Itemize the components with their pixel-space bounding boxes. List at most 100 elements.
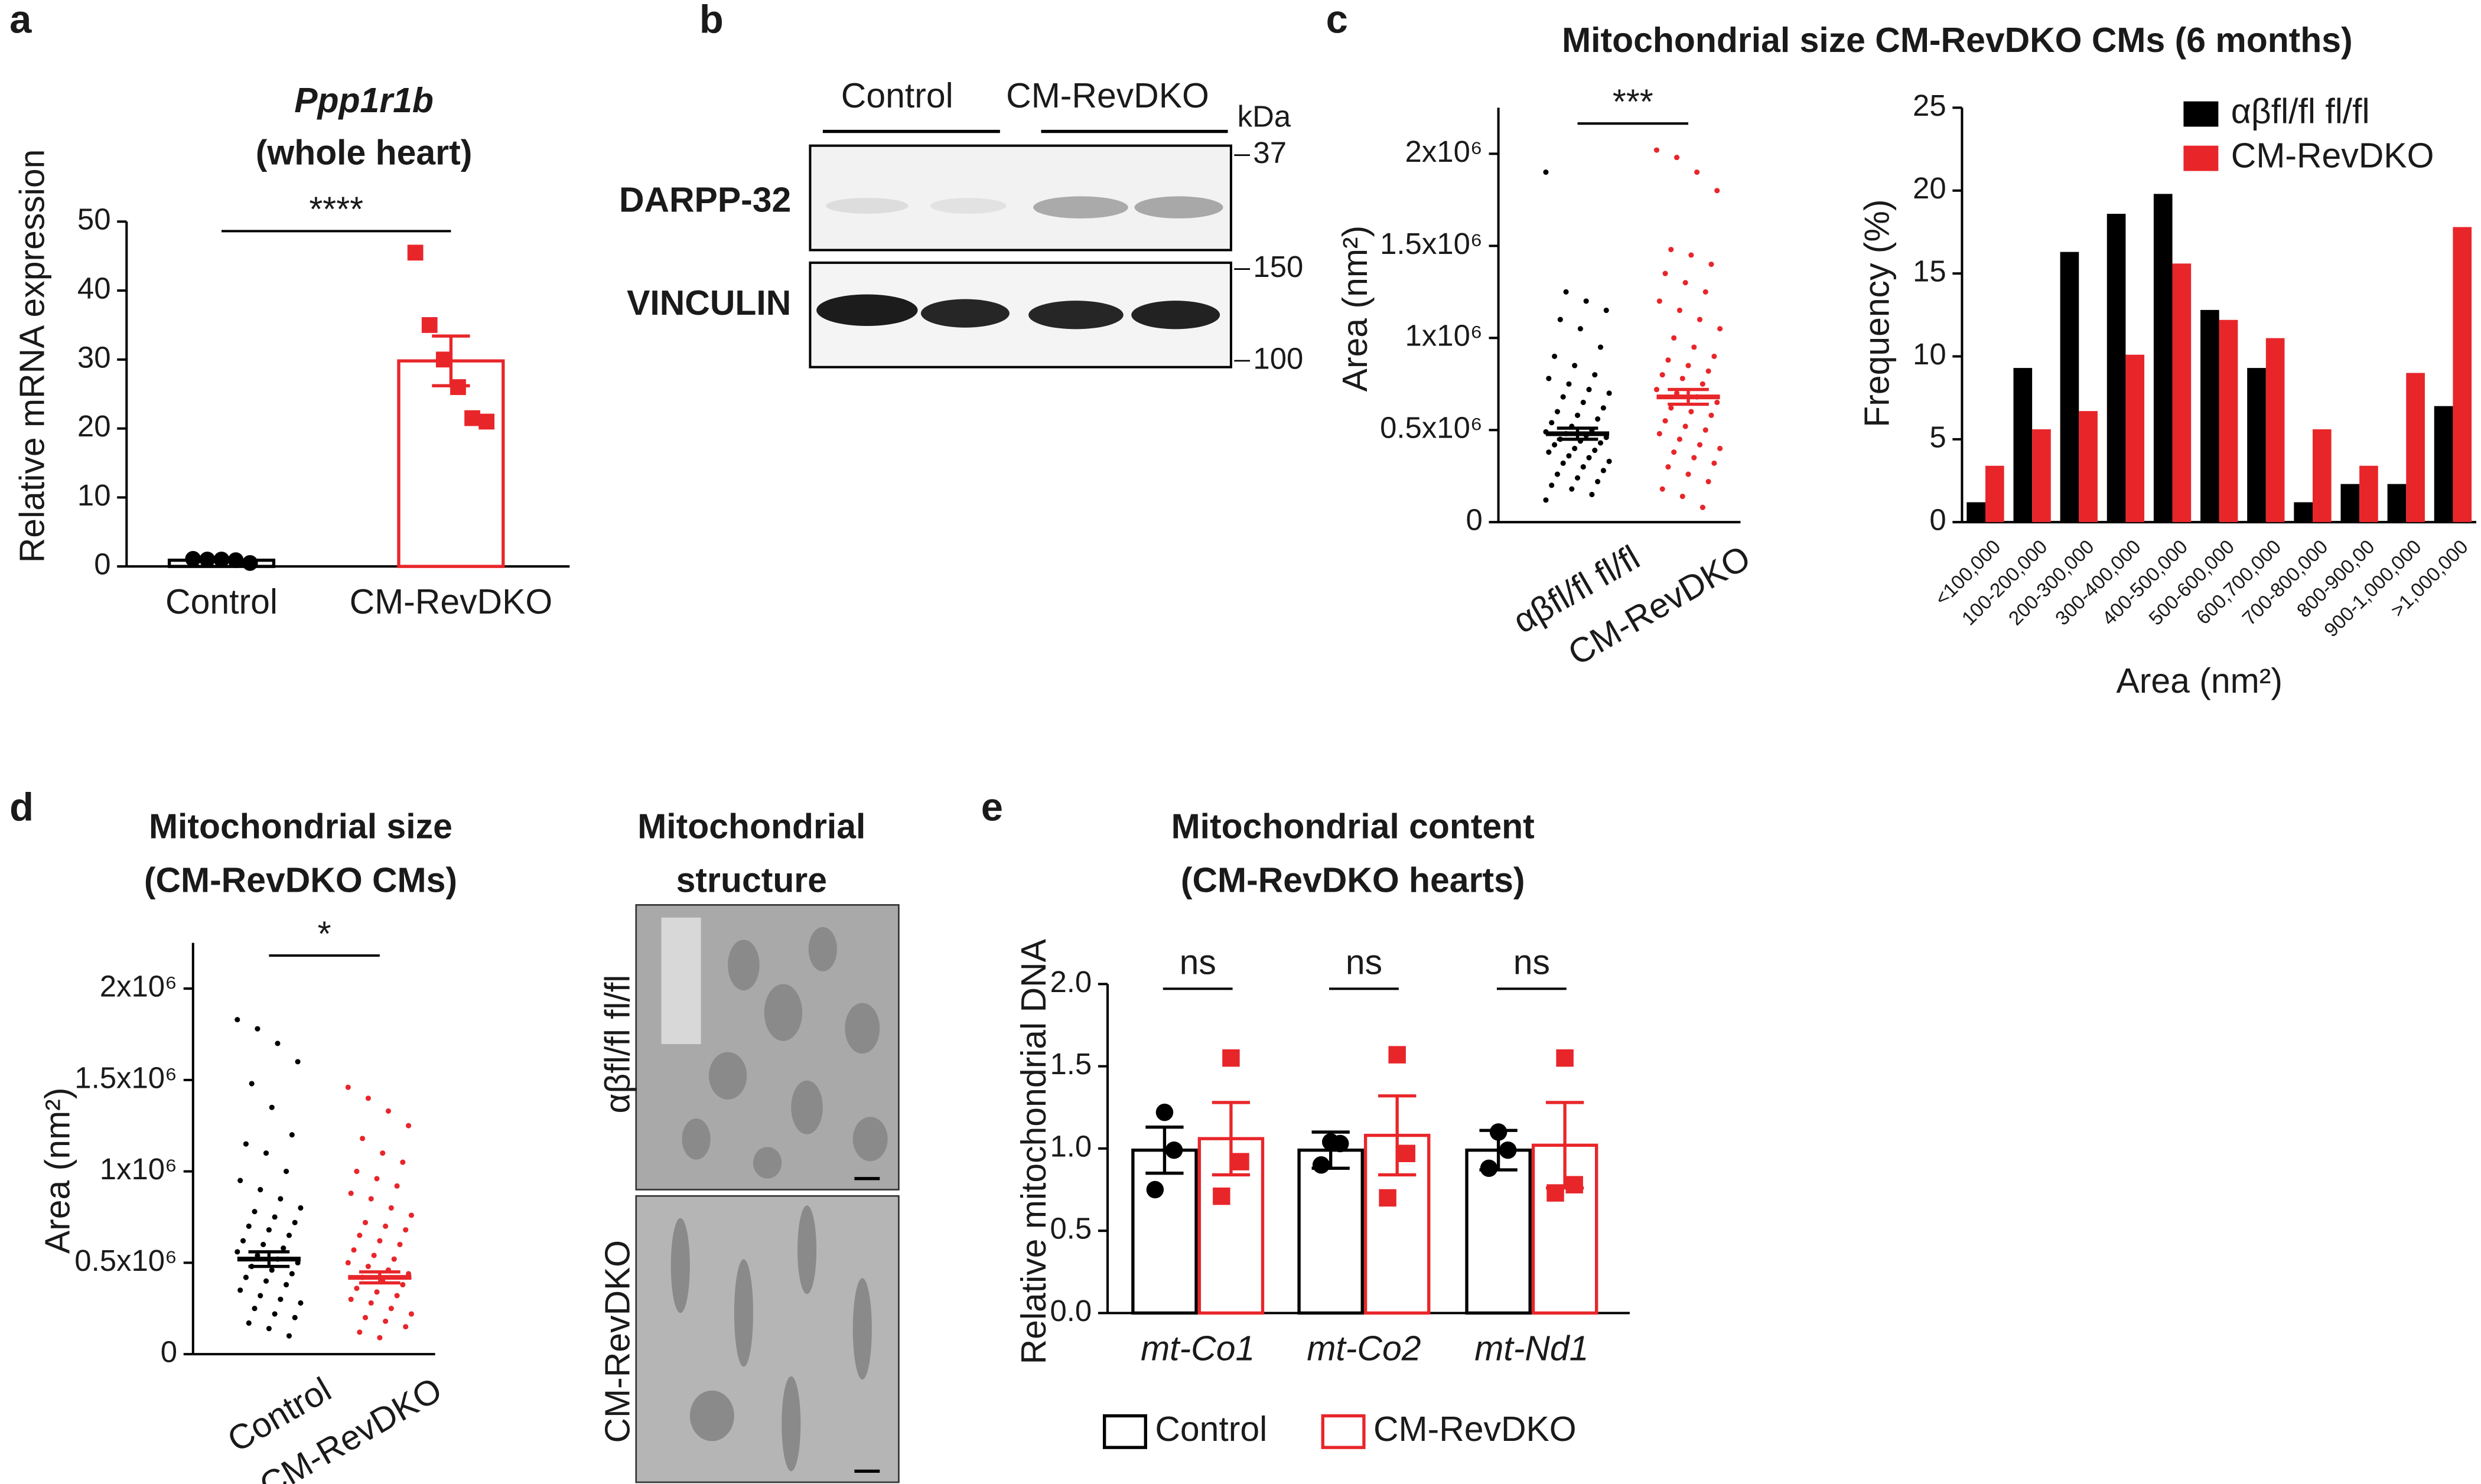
data-point [242, 555, 258, 571]
data-point [1379, 1189, 1396, 1207]
data-point [1543, 497, 1549, 503]
data-point [266, 1227, 272, 1233]
data-point [394, 1183, 400, 1189]
data-point [275, 1041, 281, 1046]
data-point [266, 1326, 272, 1332]
bar [2219, 319, 2238, 523]
bar [2453, 227, 2472, 523]
data-point [261, 1241, 266, 1247]
data-point [1398, 1144, 1415, 1162]
data-point [1572, 363, 1578, 368]
data-point [377, 1335, 383, 1341]
data-point [286, 1232, 292, 1238]
data-point [252, 1209, 258, 1215]
y-tick-label: 1.5x10⁶ [74, 1061, 177, 1094]
data-point [237, 1287, 243, 1293]
data-point [383, 1223, 389, 1229]
bar [1465, 1148, 1532, 1315]
data-point [357, 1232, 363, 1238]
y-tick-label: 10 [77, 478, 111, 512]
data-point [263, 1150, 269, 1156]
data-point [1600, 405, 1606, 411]
protein-label: VINCULIN [627, 284, 791, 322]
micrograph-title: structure [676, 861, 827, 899]
data-point [1711, 460, 1717, 466]
data-point [1668, 247, 1674, 253]
bar [2079, 411, 2098, 523]
annotation: ns [1180, 944, 1216, 982]
data-point [388, 1306, 394, 1312]
protein-label: DARPP-32 [619, 181, 791, 220]
data-point [345, 1260, 351, 1266]
micrograph-title: Mitochondrial [637, 807, 865, 846]
error-bar [1212, 1101, 1251, 1177]
data-point [365, 1263, 371, 1270]
y-tick-label: 30 [77, 340, 111, 374]
data-point [263, 1278, 269, 1284]
data-point [1595, 416, 1601, 422]
panel-letter: d [9, 785, 34, 829]
data-point [258, 1186, 263, 1193]
data-point [1566, 453, 1572, 459]
data-point [289, 1132, 295, 1138]
y-axis-label: Area (nm²) [1336, 226, 1375, 392]
data-point [1554, 471, 1560, 477]
annotation: ns [1513, 944, 1550, 982]
marker-label: 37 [1253, 136, 1287, 169]
data-point [1592, 447, 1598, 454]
data-point [235, 1017, 240, 1023]
x-tick-label: mt-Co1 [1141, 1329, 1255, 1368]
data-point [1714, 188, 1720, 194]
data-point [408, 1212, 414, 1218]
bar [2340, 484, 2360, 523]
data-point [278, 1296, 284, 1302]
data-point [1699, 381, 1705, 387]
band [1134, 196, 1223, 218]
data-point [1574, 412, 1581, 418]
data-point [1583, 298, 1589, 304]
chart-title: Mitochondrial size [149, 807, 452, 846]
y-tick-label: 40 [77, 271, 111, 305]
data-point [1711, 353, 1717, 360]
data-point [1560, 394, 1566, 400]
data-point [185, 550, 201, 567]
data-point [1656, 298, 1662, 304]
data-point [1586, 455, 1592, 461]
data-point [354, 1286, 360, 1291]
data-point [348, 1296, 354, 1302]
band [826, 198, 909, 214]
data-point [345, 1084, 351, 1090]
data-point [1589, 491, 1595, 497]
data-point [1566, 381, 1572, 387]
data-point [1659, 486, 1665, 492]
data-point [1685, 471, 1691, 477]
data-point [1697, 442, 1703, 448]
y-tick-label: 0 [161, 1335, 177, 1369]
data-point [1597, 344, 1604, 350]
data-point [1702, 289, 1708, 295]
bar [397, 359, 505, 568]
bar [2172, 263, 2192, 523]
micrograph-label: CM-RevDKO [599, 1240, 637, 1443]
y-tick-label: 0.5x10⁶ [1380, 411, 1483, 445]
x-axis-label: Area (nm²) [2116, 662, 2282, 700]
significance-label: *** [1613, 83, 1653, 122]
annotation: ns [1346, 944, 1382, 982]
data-point [227, 552, 244, 569]
x-tick-label: Control [165, 583, 278, 621]
band [920, 299, 1010, 328]
error-bar [359, 1270, 401, 1285]
panel-letter: a [9, 0, 32, 41]
data-point [1717, 326, 1723, 332]
y-axis-label: Frequency (%) [1858, 199, 1897, 427]
data-point [397, 1241, 403, 1247]
data-point [1705, 368, 1711, 374]
y-tick-label: 5 [1929, 420, 1946, 454]
x-tick-label: CM-RevDKO [350, 583, 553, 621]
data-point [368, 1196, 374, 1202]
data-point [243, 1141, 249, 1147]
data-point [403, 1227, 409, 1233]
y-tick-label: 0.0 [1050, 1294, 1092, 1328]
bar [2060, 252, 2079, 523]
